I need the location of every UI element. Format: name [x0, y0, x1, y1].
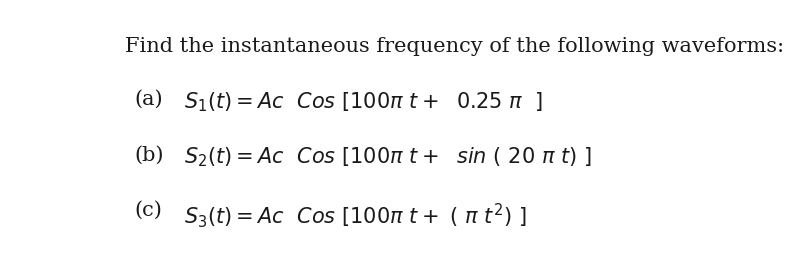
- Text: (b): (b): [134, 146, 163, 165]
- Text: $S_2(t) = Ac\ \ Cos\ [100\pi\ t +\ \ sin\ (\ 20\ \pi\ t)\ ]$: $S_2(t) = Ac\ \ Cos\ [100\pi\ t +\ \ sin…: [184, 146, 592, 169]
- Text: (c): (c): [134, 201, 162, 220]
- Text: Find the instantaneous frequency of the following waveforms:: Find the instantaneous frequency of the …: [125, 37, 784, 56]
- Text: $S_3(t) = Ac\ \ Cos\ [100\pi\ t +\ (\ \pi\ t^2)\ ]$: $S_3(t) = Ac\ \ Cos\ [100\pi\ t +\ (\ \p…: [184, 201, 526, 230]
- Text: $S_1(t) = Ac\ \ Cos\ [100\pi\ t +\ \ 0.25\ \pi\ \ ]$: $S_1(t) = Ac\ \ Cos\ [100\pi\ t +\ \ 0.2…: [184, 90, 542, 114]
- Text: (a): (a): [134, 90, 162, 109]
